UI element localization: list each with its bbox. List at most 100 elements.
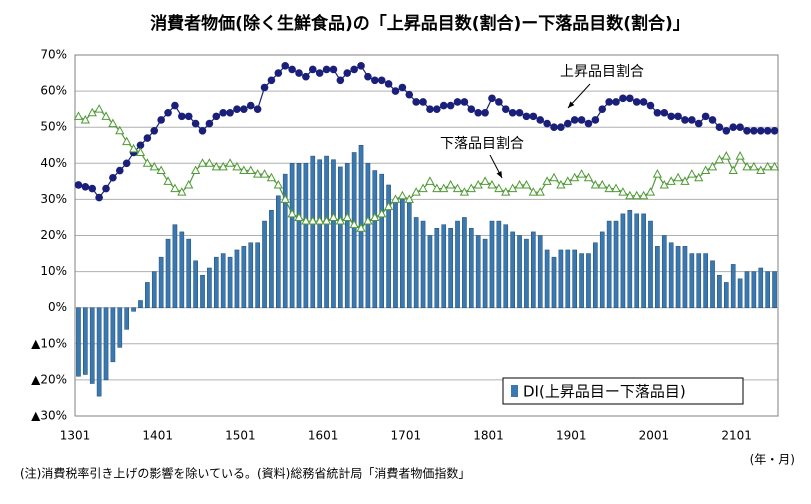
marker xyxy=(370,212,380,221)
marker xyxy=(736,123,744,131)
bar xyxy=(372,170,378,308)
marker xyxy=(356,223,366,232)
bar xyxy=(213,256,219,308)
bar xyxy=(400,199,405,308)
marker xyxy=(626,94,634,103)
bar xyxy=(413,217,419,308)
marker xyxy=(301,216,311,225)
marker xyxy=(171,101,179,110)
bar xyxy=(675,246,681,308)
bar xyxy=(276,195,281,308)
marker xyxy=(466,183,476,193)
marker xyxy=(495,98,503,106)
marker xyxy=(328,212,339,221)
marker xyxy=(577,116,586,124)
marker xyxy=(343,69,352,77)
bar xyxy=(434,228,440,308)
marker xyxy=(336,76,345,85)
marker xyxy=(681,116,689,124)
legend-label: DI(上昇品目ー下落品目) xyxy=(523,383,686,401)
marker xyxy=(233,105,241,113)
marker xyxy=(570,116,579,124)
bar xyxy=(531,231,536,308)
bar xyxy=(696,253,702,308)
bar xyxy=(517,235,522,308)
marker xyxy=(480,176,490,185)
marker xyxy=(163,176,173,185)
bar xyxy=(730,264,736,308)
y-tick-label: 60% xyxy=(40,84,67,98)
legend-swatch xyxy=(511,385,518,397)
bar xyxy=(151,271,157,308)
marker xyxy=(418,183,428,193)
marker xyxy=(550,123,558,131)
marker xyxy=(591,116,600,124)
marker xyxy=(652,169,663,178)
marker xyxy=(102,184,110,193)
marker xyxy=(645,187,656,196)
marker xyxy=(425,176,435,185)
bar xyxy=(393,199,398,308)
marker xyxy=(404,194,414,203)
marker xyxy=(529,112,538,121)
bar xyxy=(441,224,447,308)
marker xyxy=(398,83,407,92)
marker xyxy=(687,169,697,178)
marker xyxy=(481,108,489,117)
bar xyxy=(599,231,605,308)
marker xyxy=(501,187,511,196)
bar xyxy=(586,253,591,308)
marker xyxy=(619,94,627,103)
marker xyxy=(674,112,682,121)
marker xyxy=(756,127,765,135)
marker xyxy=(426,105,434,113)
marker xyxy=(563,119,572,128)
marker xyxy=(391,87,400,95)
marker xyxy=(715,123,724,131)
marker xyxy=(321,216,332,225)
bar xyxy=(193,260,198,308)
bar xyxy=(282,173,288,308)
marker xyxy=(240,105,248,113)
bar xyxy=(269,209,274,308)
marker xyxy=(659,179,669,189)
marker xyxy=(452,183,463,193)
marker xyxy=(184,179,194,189)
bar xyxy=(386,184,391,308)
marker xyxy=(673,172,683,182)
marker xyxy=(667,112,675,121)
marker xyxy=(87,107,97,117)
marker xyxy=(419,98,427,106)
bar xyxy=(117,307,123,348)
marker xyxy=(170,183,180,193)
marker xyxy=(508,108,517,117)
bar xyxy=(482,238,488,308)
y-tick-label: 40% xyxy=(40,156,67,170)
marker xyxy=(253,169,263,178)
bar xyxy=(723,282,729,308)
x-tick-label: 1401 xyxy=(142,429,173,443)
bar xyxy=(379,173,385,308)
marker xyxy=(543,119,551,128)
marker xyxy=(501,105,510,113)
marker xyxy=(605,98,613,106)
marker xyxy=(460,98,469,106)
bar xyxy=(551,256,557,308)
marker xyxy=(412,98,420,106)
marker xyxy=(722,127,731,135)
marker xyxy=(646,101,655,110)
marker xyxy=(405,90,414,99)
marker xyxy=(598,105,607,113)
marker xyxy=(108,118,118,128)
line-label: 下落品目割合 xyxy=(440,135,524,152)
y-tick-label: 50% xyxy=(40,120,67,134)
marker xyxy=(721,151,731,160)
marker xyxy=(515,108,524,117)
x-unit: (年・月) xyxy=(750,453,795,467)
marker xyxy=(488,94,496,103)
bar xyxy=(207,267,212,308)
marker xyxy=(570,172,580,182)
marker xyxy=(267,76,276,85)
marker xyxy=(770,127,779,135)
legend-box xyxy=(502,377,744,405)
